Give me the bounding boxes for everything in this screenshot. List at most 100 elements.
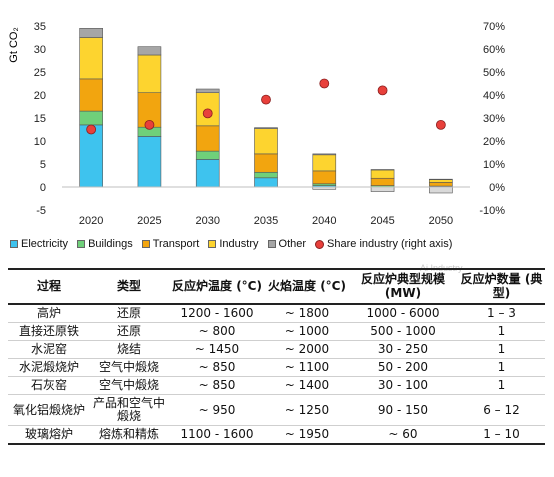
bar-segment-negative [370,186,395,192]
legend-swatch [141,240,150,248]
bar-segment-electricity [137,136,162,188]
table-cell: ~ 1000 [266,322,348,341]
share-point [261,94,271,105]
bar-segment-industry [370,169,395,179]
table-cell: ~ 1800 [266,304,348,323]
table-cell: 氧化铝煅烧炉 [8,394,90,426]
right-axis-ticks: -10% 0% 10% 20% 30% 40% 50% 60% 70% [479,21,505,217]
table-row: 水泥煅烧炉 空气中煅烧 ~ 850 ~ 1100 50 - 200 1 [8,358,545,377]
bar-segment-transport [429,182,453,187]
table-row: 石灰窑 空气中煅烧 ~ 850 ~ 1400 30 - 100 1 [8,376,545,395]
furnace-table: 过程 类型 反应炉温度 (°C) 火焰温度 (°C) 反应炉典型规模 (MW) 反应炉数量… [8,268,545,445]
legend-item: Other [267,238,307,250]
table-header-cell: 反应炉典型规模 (MW) [348,268,458,305]
table-cell: 1 [458,376,545,395]
table-cell: 1 – 10 [458,425,545,445]
watermark: Ai Industry [420,263,463,273]
legend-item: Share industry (right axis) [315,238,452,250]
y2-tick-label: 20% [483,136,505,148]
bar-segment-other [79,27,103,38]
table-cell: 30 - 250 [348,340,458,359]
y-axis-label: Gt CO₂ [8,27,20,62]
y2-tick-label: 10% [483,159,505,171]
table-cell: 1 – 3 [458,304,545,323]
share-point [319,78,330,89]
y-tick-label: 30 [34,44,46,56]
share-points [86,78,446,135]
x-tick-label: 2025 [137,215,161,227]
table-cell: 50 - 200 [348,358,458,377]
legend-item: Electricity [10,238,68,250]
y-tick-label: 5 [40,159,46,171]
bar-segment-transport [195,125,220,152]
x-tick-label: 2020 [79,215,103,227]
bar-segment-other [195,88,220,93]
legend-label: Share industry (right axis) [327,238,453,250]
legend-label: Buildings [88,238,133,250]
table-cell: ~ 1400 [266,376,348,395]
bar-segment-transport [254,153,278,173]
table-cell: 还原 [90,304,168,323]
legend-swatch [208,240,217,248]
table-cell: ~ 1100 [266,358,348,377]
table-cell: ~ 800 [168,322,266,341]
table-cell: 烧结 [90,340,168,359]
table-cell: 空气中煅烧 [90,376,168,395]
table-header-row: 过程 类型 反应炉温度 (°C) 火焰温度 (°C) 反应炉典型规模 (MW) 反应炉数量… [8,268,545,305]
y-tick-label: 0 [40,182,46,194]
y2-tick-label: 60% [483,44,505,56]
table-cell: 1100 - 1600 [168,425,266,445]
y2-tick-label: -10% [479,205,505,217]
y-tick-label: 10 [34,136,46,148]
table-cell: ~ 2000 [266,340,348,359]
table-cell: ~ 1250 [266,394,348,426]
table-cell: ~ 1450 [168,340,266,359]
bar-segment-industry [254,128,278,155]
table-cell: 1 [458,322,545,341]
bar-segment-transport [79,78,103,112]
share-point [435,120,446,130]
table-body: 高炉 还原 1200 - 1600 ~ 1800 1000 - 6000 1 – 3 直接还… [8,304,545,445]
bar-segment-electricity [195,159,220,188]
chart-legend: Electricity Buildings Transport Industry Oth… [10,236,554,252]
table-cell: 还原 [90,322,168,341]
legend-item: Buildings [77,238,133,250]
y2-tick-label: 50% [483,67,505,79]
table-header-cell: 火焰温度 (°C) [266,268,348,305]
table-cell: ~ 60 [348,425,458,445]
share-point [86,124,97,135]
y2-tick-label: 70% [483,21,505,33]
bar-segment-industry [429,179,453,183]
table-header-cell: 过程 [8,268,90,305]
y2-tick-label: 30% [483,113,505,125]
x-axis-ticks: 2020 2025 2030 2035 2040 2045 2050 [79,215,453,227]
y-tick-label: 35 [34,21,46,33]
bar-segment-other [137,46,162,56]
legend-label: Other [278,238,307,250]
share-point [144,120,155,130]
table-cell: 水泥窑 [8,340,90,359]
table-cell: 石灰窑 [8,376,90,395]
table-cell: 直接还原铁 [8,322,90,341]
y2-tick-label: 40% [483,90,505,102]
table-cell: 玻璃熔炉 [8,425,90,445]
y-tick-label: 20 [34,90,46,102]
negative-bars [312,186,453,194]
x-tick-label: 2050 [429,215,453,227]
bar-segment-industry [137,54,162,94]
table-row: 玻璃熔炉 熔炼和精炼 1100 - 1600 ~ 1950 ~ 60 1 – 10 [8,425,545,445]
legend-item: Transport [141,238,200,250]
table-cell: 高炉 [8,304,90,323]
table-cell: 90 - 150 [348,394,458,426]
table-row: 氧化铝煅烧炉 产品和空气中煅烧 ~ 950 ~ 1250 90 - 150 6 – 12 [8,394,545,426]
table-row: 高炉 还原 1200 - 1600 ~ 1800 1000 - 6000 1 – 3 [8,304,545,323]
bar-segment-buildings [79,110,103,126]
bar-segment-electricity [254,177,278,188]
table-cell: 500 - 1000 [348,322,458,341]
table-cell: ~ 950 [168,394,266,426]
table-cell: 1200 - 1600 [168,304,266,323]
legend-swatch [77,240,86,248]
bar-segment-negative [429,186,453,194]
bar-segment-industry [79,37,103,80]
legend-label: Transport [152,238,200,250]
